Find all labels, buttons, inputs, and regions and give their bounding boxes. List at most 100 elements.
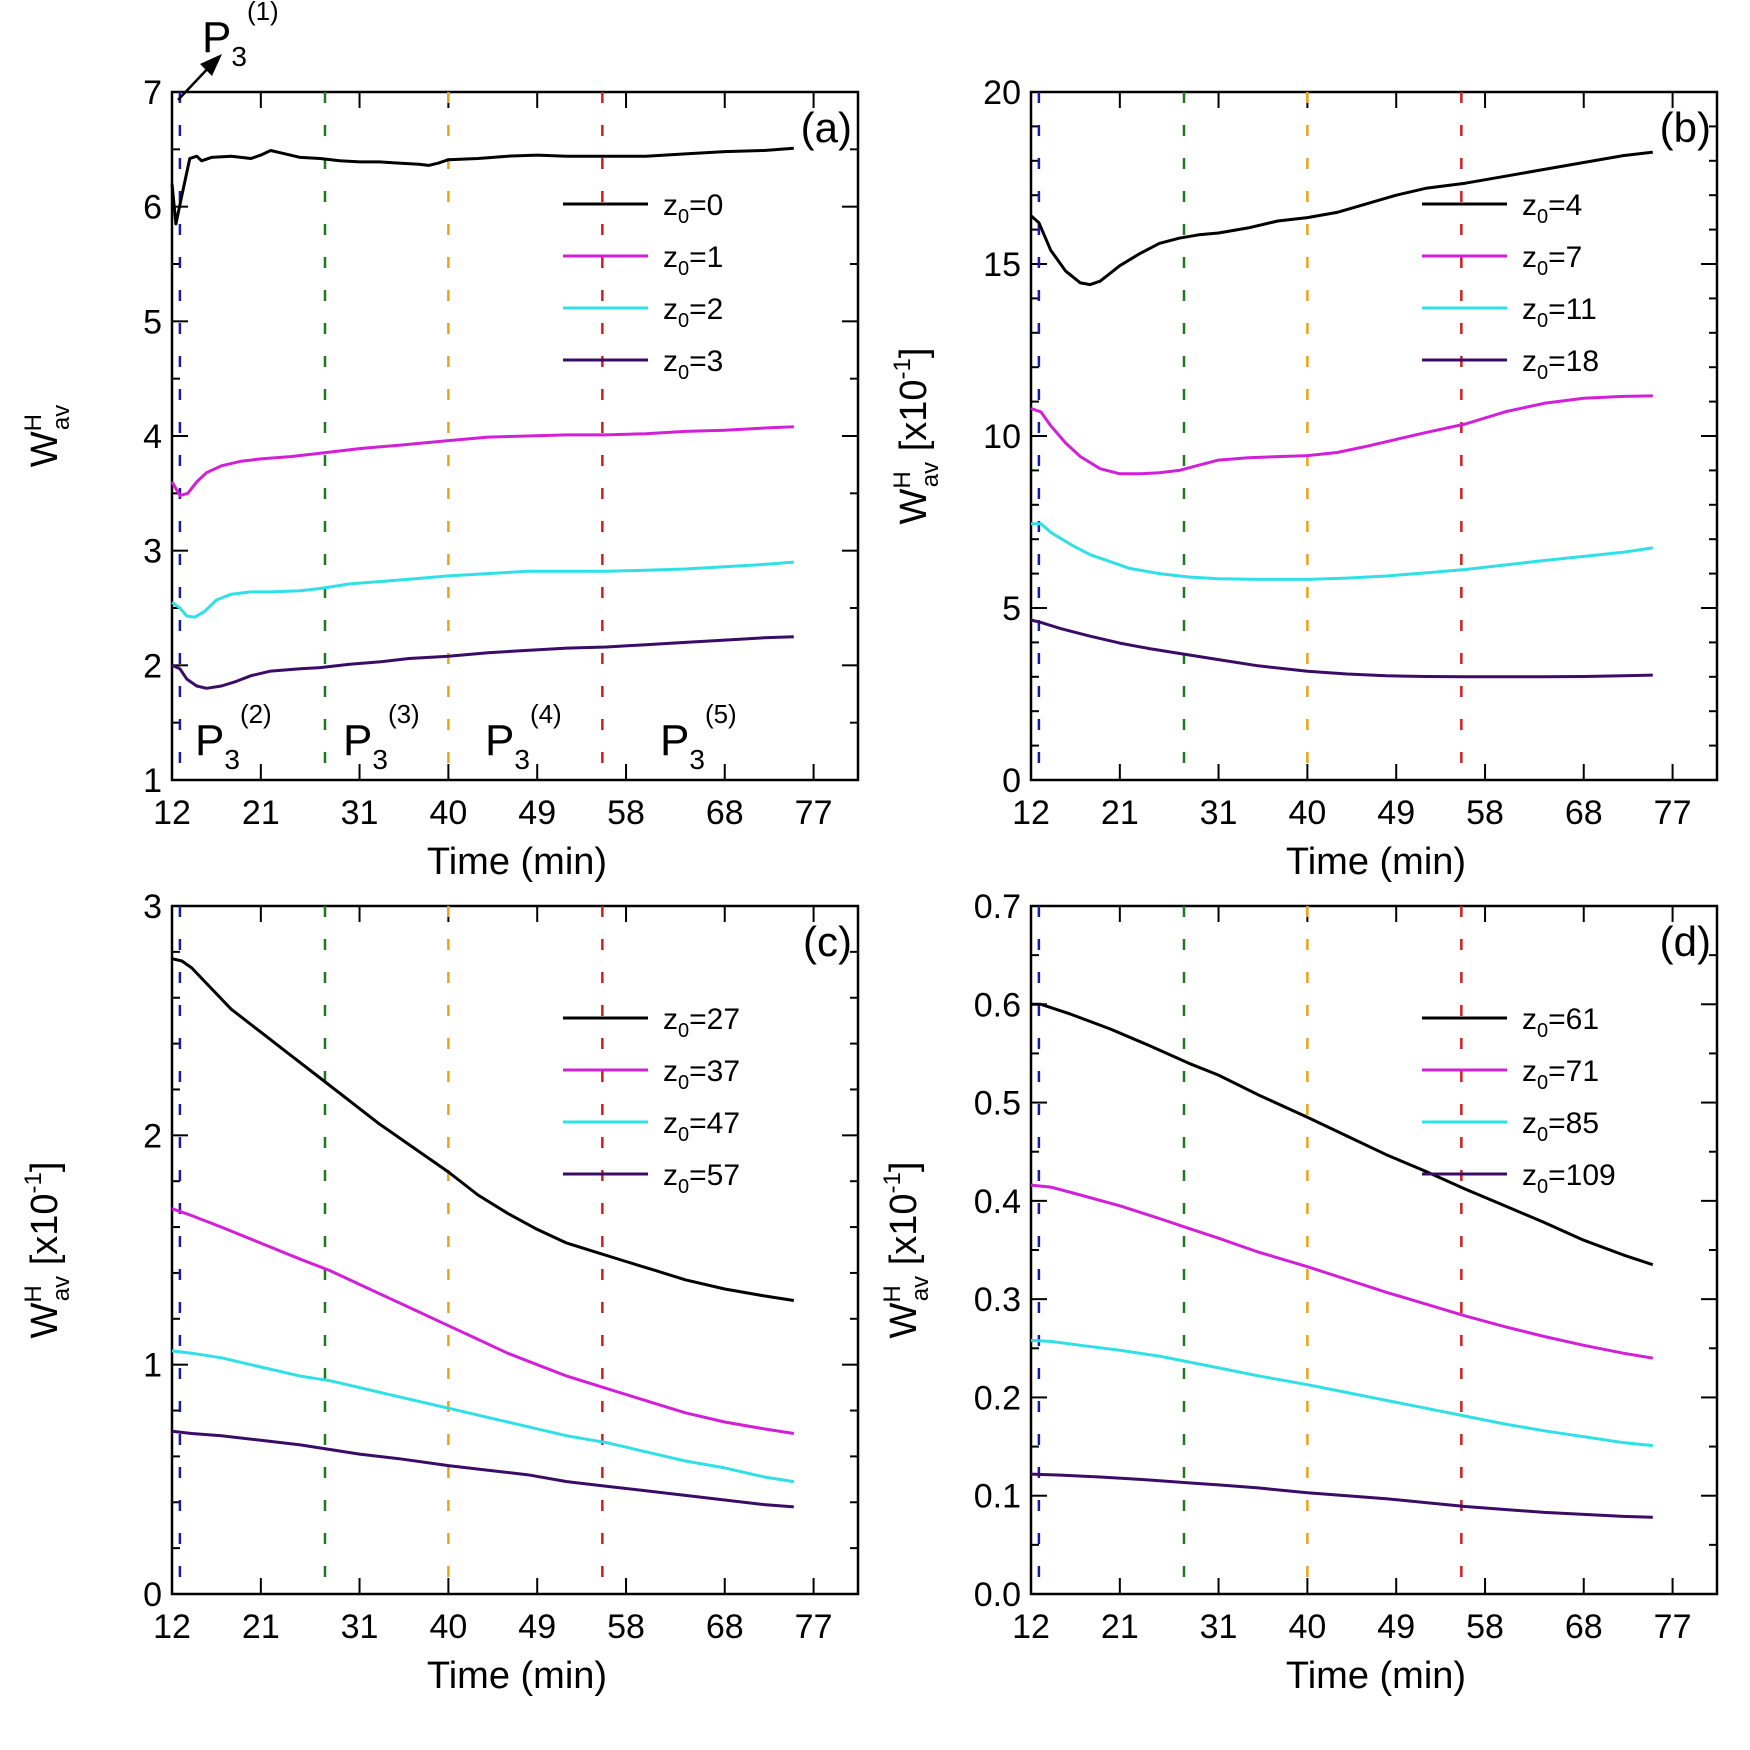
legend-entry: z0=3 [663, 345, 723, 384]
panel-label: (a) [801, 104, 852, 151]
x-tick-label: 77 [795, 1608, 833, 1646]
series-line-z0-47 [171, 1349, 795, 1484]
plot-frame [170, 904, 860, 1596]
x-tick-label: 58 [1466, 1608, 1504, 1646]
x-tick-label: 12 [1012, 1608, 1050, 1646]
x-tick-label: 21 [242, 794, 280, 832]
series-line-z0-71 [1030, 1183, 1654, 1360]
x-axis-title: Time (min) [427, 1655, 607, 1697]
x-tick-label: 21 [1101, 1608, 1139, 1646]
series-line-z0-7 [1030, 394, 1653, 476]
x-axis-title: Time (min) [427, 841, 607, 883]
x-tick-label: 31 [1200, 794, 1238, 832]
x-tick-label: 31 [341, 1608, 379, 1646]
x-tick-label: 77 [1654, 1608, 1692, 1646]
series-line-z0-37 [171, 1207, 795, 1435]
y-tick-label: 0.4 [974, 1183, 1021, 1221]
legend-entry: z0=7 [1522, 241, 1582, 280]
panel-b: 12 21 31 40 49 58 68 77 0 5 10 15 20 z0=4 z0=7 z0=11 z0=… [889, 74, 1719, 883]
legend-entry: z0=57 [663, 1159, 740, 1198]
legend-entry: z0=47 [663, 1107, 740, 1146]
series-line-z0-3 [171, 635, 794, 690]
phase-label-p4: P3(4) [485, 699, 562, 775]
y-tick-label: 0 [1002, 762, 1021, 800]
x-tick-label: 21 [242, 1608, 280, 1646]
x-tick-label: 49 [1377, 1608, 1415, 1646]
phase-label-p2: P3(2) [195, 699, 272, 775]
y-tick-label: 0.1 [974, 1478, 1021, 1516]
phase-label-p5: P3(5) [660, 699, 737, 775]
x-tick-label: 31 [1200, 1608, 1238, 1646]
legend-entry: z0=1 [663, 241, 723, 280]
x-tick-label: 58 [607, 794, 645, 832]
y-tick-label: 1 [143, 762, 162, 800]
y-tick-label: 0.7 [974, 888, 1021, 926]
x-tick-label: 68 [1565, 1608, 1603, 1646]
x-tick-label: 40 [1288, 794, 1326, 832]
legend-entry: z0=4 [1522, 189, 1582, 228]
legend-entry: z0=109 [1522, 1159, 1616, 1198]
x-tick-label: 21 [1101, 794, 1139, 832]
y-tick-label: 0.2 [974, 1379, 1021, 1417]
legend-entry: z0=37 [663, 1055, 740, 1094]
series-line-z0-2 [171, 560, 794, 619]
series-line-z0-4 [1030, 150, 1653, 287]
series-line-z0-57 [171, 1429, 794, 1509]
series-line-z0-1 [170, 425, 794, 498]
y-tick-label: 3 [143, 533, 162, 571]
x-tick-label: 12 [1012, 794, 1050, 832]
legend-entry: z0=18 [1522, 345, 1599, 384]
y-axis-title: WHav [x10-1] [20, 1162, 75, 1339]
x-tick-label: 58 [1466, 794, 1504, 832]
y-tick-label: 5 [1002, 590, 1021, 628]
series-line-z0-109 [1030, 1472, 1653, 1519]
panel-c: 12 21 31 40 49 58 68 770123z0=27z0=37z0=47z0=57… [20, 888, 860, 1697]
legend-entry: z0=0 [663, 189, 723, 228]
series-line-z0-27 [171, 957, 795, 1302]
y-tick-label: 1 [143, 1347, 162, 1385]
x-tick-label: 40 [429, 1608, 467, 1646]
x-tick-label: 12 [153, 1608, 191, 1646]
panel-label: (d) [1660, 918, 1711, 965]
panel-d: 12 21 31 40 49 58 68 77 0.0 0.1 0.2 0.3 0.4 0.5 0.6 0.7… [879, 888, 1719, 1697]
series-line-z0-0 [170, 146, 794, 226]
y-tick-label: 3 [143, 888, 162, 926]
y-tick-label: 5 [143, 303, 162, 341]
y-tick-label: 15 [983, 246, 1021, 284]
x-axis-title: Time (min) [1286, 1655, 1466, 1697]
y-tick-label: 6 [143, 189, 162, 227]
panel-label: (c) [803, 918, 852, 965]
phase-label-p1: P3(1) [202, 0, 279, 72]
phase-annotations: P3(2) P3(3) P3(4) P3(5) P3(1) [177, 0, 737, 775]
y-tick-label: 10 [983, 418, 1021, 456]
x-tick-label: 68 [706, 1608, 744, 1646]
y-tick-label: 0.6 [974, 986, 1021, 1024]
y-tick-label: 0 [143, 1576, 162, 1614]
y-axis-title: WHav [x10-1] [879, 1162, 934, 1339]
y-tick-label: 0.5 [974, 1085, 1021, 1123]
legend-entry: z0=71 [1522, 1055, 1599, 1094]
x-tick-label: 68 [706, 794, 744, 832]
y-tick-label: 7 [143, 74, 162, 112]
series-line-z0-85 [1030, 1338, 1653, 1448]
x-tick-label: 40 [1288, 1608, 1326, 1646]
x-tick-label: 49 [1377, 794, 1415, 832]
series-line-z0-61 [1031, 1002, 1654, 1267]
x-tick-label: 77 [795, 794, 833, 832]
y-tick-label: 2 [143, 1117, 162, 1155]
legend-entry: z0=11 [1522, 293, 1597, 332]
x-tick-label: 49 [518, 794, 556, 832]
y-axis-title: WHav [x10-1] [889, 348, 944, 525]
legend-entry: z0=27 [663, 1003, 740, 1042]
panel-a: 12 21 31 40 49 58 68 771234567z0=0z0=1z0=2z0=3(… [20, 74, 860, 883]
x-tick-label: 58 [607, 1608, 645, 1646]
x-tick-label: 68 [1565, 794, 1603, 832]
legend-entry: z0=2 [663, 293, 723, 332]
x-tick-label: 40 [429, 794, 467, 832]
y-tick-label: 0.0 [974, 1576, 1021, 1614]
arrow-head-icon [200, 54, 222, 76]
y-tick-label: 20 [983, 74, 1021, 112]
series-line-z0-11 [1031, 522, 1654, 581]
series-line-z0-18 [1030, 618, 1653, 679]
